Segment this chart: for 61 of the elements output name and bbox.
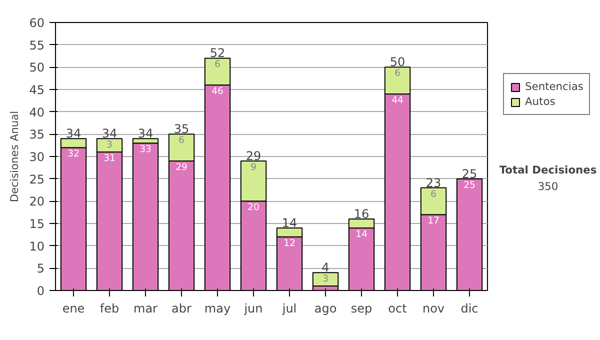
y-tick-label: 40 (29, 105, 45, 120)
data-label: 17 (428, 216, 440, 227)
data-label: 29 (176, 162, 188, 173)
total-label: 50 (390, 55, 406, 70)
y-tick-label: 5 (36, 262, 45, 276)
y-tick-label: 55 (29, 38, 45, 52)
x-tick-label: ene (62, 302, 85, 316)
y-tick-label: 20 (29, 194, 45, 209)
text: 350 (538, 180, 558, 193)
total-label: 25 (462, 166, 478, 181)
legend-label: Autos (525, 95, 556, 108)
y-tick-label: 35 (29, 128, 45, 142)
x-tick-label: nov (422, 302, 445, 316)
x-tick-label: mar (134, 302, 158, 316)
data-label: 6 (394, 68, 401, 80)
y-tick-label: 50 (29, 60, 45, 75)
total-label: 16 (354, 207, 370, 222)
text: Total Decisiones (499, 163, 597, 176)
y-tick-label: 45 (29, 83, 45, 97)
total-label: 35 (174, 122, 190, 136)
x-tick-label: jul (281, 302, 297, 316)
data-label: 6 (430, 188, 437, 200)
x-tick-label: abr (172, 302, 192, 316)
y-tick-label: 15 (29, 217, 45, 231)
bar (312, 272, 339, 287)
data-label: 6 (178, 135, 185, 146)
total-label: 23 (426, 176, 442, 190)
total-label: 4 (322, 260, 330, 275)
y-axis-title: Decisiones Anual (8, 110, 22, 202)
total-label: 52 (210, 46, 226, 60)
total-label: 29 (246, 148, 262, 163)
data-label: 12 (284, 238, 296, 249)
total-label: 14 (282, 216, 298, 230)
y-tick-label: 30 (29, 150, 45, 164)
y-tick-label: 25 (29, 172, 45, 186)
x-tick-label: sep (350, 302, 372, 316)
data-label: 3 (322, 274, 329, 285)
y-tick-label: 60 (29, 16, 45, 30)
x-tick-label: jun (243, 302, 263, 316)
data-label: 33 (140, 144, 152, 156)
x-tick-label: feb (100, 302, 120, 316)
y-tick-label: 0 (36, 284, 45, 298)
data-label: 44 (392, 94, 404, 106)
x-tick-label: oct (388, 302, 408, 316)
data-label: 9 (250, 162, 257, 173)
total-label: 34 (102, 126, 118, 141)
x-tick-label: ago (314, 302, 337, 316)
data-label: 3 (106, 140, 113, 151)
total-label: 34 (66, 126, 82, 141)
data-label: 31 (104, 153, 116, 164)
data-label: 46 (212, 86, 224, 98)
legend-label: Sentencias (525, 80, 584, 93)
data-label: 32 (68, 148, 80, 160)
data-label: 6 (214, 59, 221, 70)
x-tick-label: may (204, 302, 231, 316)
total-label: 34 (138, 126, 154, 141)
data-label: 20 (248, 202, 260, 214)
data-label: 14 (356, 228, 368, 240)
y-tick-label: 10 (29, 239, 45, 254)
x-tick-label: dic (460, 302, 478, 316)
data-label: 25 (464, 180, 476, 191)
